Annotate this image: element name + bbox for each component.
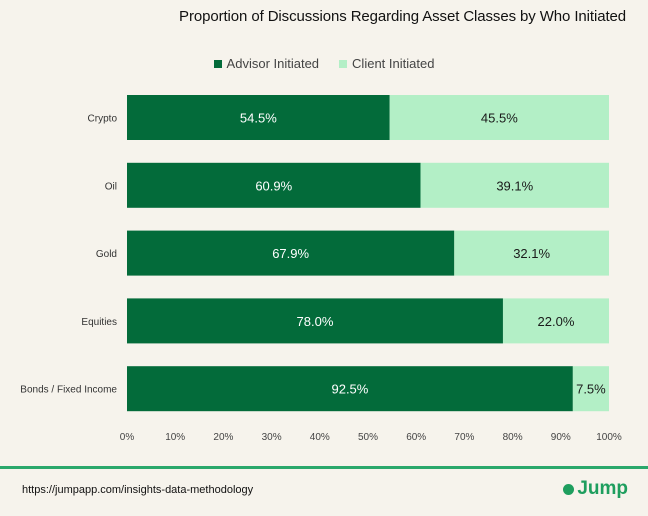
- category-label-gold: Gold: [96, 249, 117, 260]
- x-tick-label: 70%: [454, 432, 474, 443]
- legend-swatch-advisor: [213, 59, 222, 68]
- bar-equities-client: [502, 298, 609, 344]
- data-label-equities-client: 22.0%: [538, 314, 575, 329]
- data-label-bonds-fixed-income-advisor: 92.5%: [331, 382, 368, 397]
- bar-gold-advisor: [127, 230, 455, 276]
- data-label-bonds-fixed-income-client: 7.5%: [576, 382, 606, 397]
- category-label-crypto: Crypto: [88, 114, 118, 125]
- data-label-gold-client: 32.1%: [513, 246, 550, 261]
- data-label-oil-advisor: 60.9%: [255, 178, 292, 193]
- bar-crypto-client: [389, 95, 609, 140]
- bar-crypto-advisor: [127, 95, 390, 140]
- jump-logo: Jump: [563, 478, 628, 500]
- data-label-equities-advisor: 78.0%: [297, 314, 334, 329]
- bar-oil-client: [420, 162, 609, 208]
- x-tick-label: 60%: [406, 432, 426, 443]
- legend-swatch-client: [339, 59, 348, 68]
- x-tick-label: 30%: [262, 432, 282, 443]
- bar-chart: Crypto 54.5% 45.5% Oil 60.9% 39.1% Gold 67.9% 32…: [20, 95, 622, 443]
- bar-bonds-fixed-income-client: [572, 366, 609, 412]
- data-label-crypto-advisor: 54.5%: [240, 111, 277, 126]
- footer-url[interactable]: https://jumpapp.com/insights-data-method…: [22, 484, 254, 496]
- x-tick-label: 80%: [503, 432, 523, 443]
- bar-oil-advisor: [127, 162, 421, 208]
- category-label-bonds-fixed-income: Bonds / Fixed Income: [20, 385, 117, 396]
- legend-label-advisor: Advisor Initiated: [226, 56, 320, 71]
- chart-title: Proportion of Discussions Regarding Asse…: [179, 8, 626, 25]
- legend-item-advisor: Advisor Initiated: [213, 56, 320, 71]
- x-tick-label: 100%: [596, 432, 622, 443]
- x-tick-label: 50%: [358, 432, 378, 443]
- x-tick-label: 10%: [165, 432, 185, 443]
- logo-text: Jump: [577, 478, 628, 499]
- logo-dot-icon: [563, 483, 575, 495]
- x-tick-label: 0%: [120, 432, 135, 443]
- bar-bonds-fixed-income-advisor: [127, 366, 573, 412]
- legend: Advisor Initiated Client Initiated: [0, 56, 648, 71]
- x-tick-label: 40%: [310, 432, 330, 443]
- x-tick-label: 20%: [213, 432, 233, 443]
- category-label-oil: Oil: [105, 181, 117, 192]
- legend-label-client: Client Initiated: [352, 56, 435, 71]
- bar-gold-client: [454, 230, 609, 276]
- bar-equities-advisor: [127, 298, 503, 344]
- data-label-crypto-client: 45.5%: [481, 111, 518, 126]
- data-label-oil-client: 39.1%: [496, 178, 533, 193]
- footer-divider: [0, 466, 648, 469]
- legend-item-client: Client Initiated: [339, 56, 434, 71]
- data-label-gold-advisor: 67.9%: [272, 246, 309, 261]
- category-label-equities: Equities: [81, 317, 117, 328]
- x-tick-label: 90%: [551, 432, 571, 443]
